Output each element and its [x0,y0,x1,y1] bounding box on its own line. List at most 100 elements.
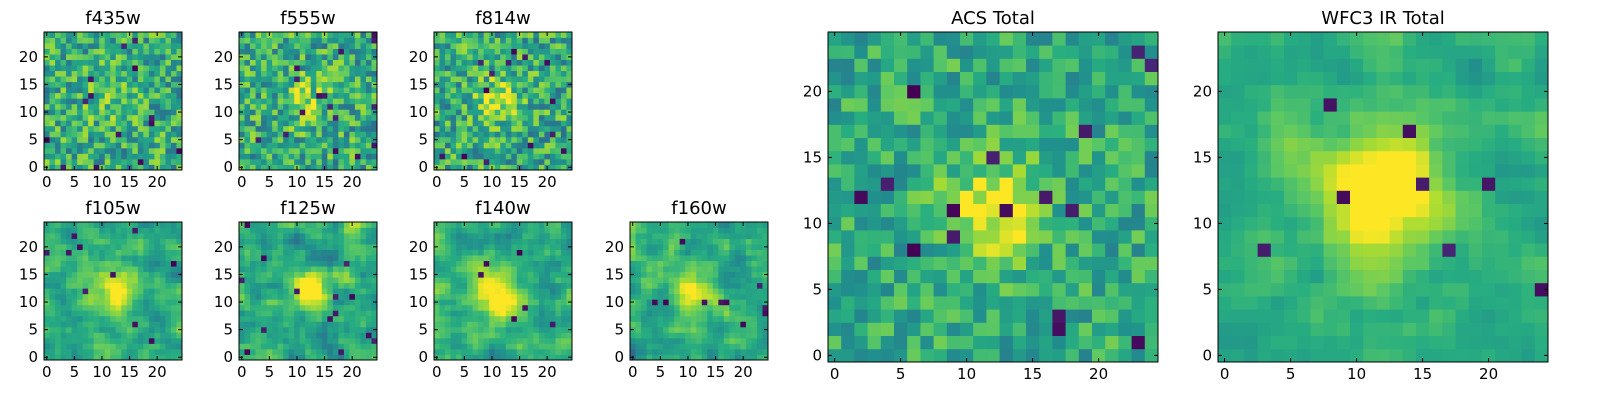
heatmap-cell [82,158,89,165]
heatmap-cell [999,177,1014,191]
heatmap-cell [132,249,139,256]
heatmap-cell [500,54,507,60]
heatmap-cell [332,76,339,83]
heatmap-cell [472,136,479,143]
heatmap-cell [707,266,714,273]
heatmap-cell [450,348,457,355]
heatmap-cell [321,321,328,328]
heatmap-cell [566,304,573,311]
heatmap-cell [165,103,172,110]
heatmap-cell [71,343,78,350]
heatmap-cell [137,337,144,344]
heatmap-cell [1092,322,1106,336]
heatmap-cell [920,216,934,231]
heatmap-cell [630,321,636,328]
heatmap-cell [154,109,161,116]
heatmap-cell [250,315,256,322]
heatmap-cell [126,136,133,143]
heatmap-cell [467,98,474,105]
heatmap-cell [137,37,144,44]
heatmap-cell [77,222,84,228]
heatmap-cell [439,266,446,273]
heatmap-cell [154,98,161,105]
heatmap-cell [472,48,479,55]
heatmap-cell [450,332,457,339]
heatmap-cell [544,59,551,66]
heatmap-cell [478,125,485,132]
heatmap-cell [500,98,507,105]
heatmap-cell [148,70,155,77]
heatmap-cell [338,136,345,143]
heatmap-cell [478,337,485,344]
heatmap-cell [77,343,84,350]
heatmap-cell [310,32,317,38]
heatmap-cell [71,337,78,344]
heatmap-cell [343,315,350,322]
heatmap-cell [511,337,518,344]
x-tick-label: 15 [510,173,529,191]
heatmap-cell [505,76,512,83]
heatmap-cell [321,233,328,239]
heatmap-cell [467,299,474,306]
heatmap-cell [327,65,334,72]
heatmap-cell [244,136,251,143]
heatmap-cell [250,164,256,171]
heatmap-cell [690,293,697,300]
heatmap-cell [349,114,356,121]
heatmap-cell [630,337,636,344]
heatmap-cell [505,81,512,88]
heatmap-cell [126,326,133,333]
heatmap-cell [533,54,540,60]
heatmap-cell [718,315,725,322]
heatmap-cell [143,59,150,66]
heatmap-cell [244,293,251,300]
heatmap-cell [986,203,1000,218]
heatmap-cell [148,238,155,245]
heatmap-cell [434,87,440,94]
heatmap-cell [316,43,323,49]
heatmap-cell [165,136,172,143]
heatmap-cell [635,255,642,262]
heatmap-cell [734,321,741,328]
heatmap-cell [483,125,490,132]
heatmap-cell [277,48,284,55]
heatmap-cell [277,310,284,317]
heatmap-cell [115,244,122,250]
heatmap-cell [538,282,545,289]
heatmap-cell [343,310,350,317]
heatmap-cell [272,37,279,44]
heatmap-cell [472,114,479,121]
heatmap-cell [1039,322,1053,336]
heatmap-cell [299,136,306,143]
heatmap-cell [126,282,133,289]
heatmap-cell [165,326,172,333]
heatmap-cell [310,120,317,127]
heatmap-cell [439,114,446,121]
heatmap-cell [99,277,106,284]
heatmap-cell [478,131,485,138]
heatmap-cell [121,304,128,311]
heatmap-cell [354,266,361,273]
heatmap-cell [494,348,501,355]
heatmap-cell [500,255,507,262]
heatmap-cell [701,288,708,295]
heatmap-cell [148,114,155,121]
heatmap-cell [266,153,273,160]
heatmap-cell [316,271,323,278]
heatmap-cell [115,76,122,83]
heatmap-cell [960,164,974,178]
heatmap-cell [1052,203,1066,218]
heatmap-cell [143,233,150,239]
heatmap-cell [973,335,987,350]
heatmap-cell [349,282,356,289]
heatmap-cell [288,233,295,239]
heatmap-cell [148,147,155,154]
heatmap-cell [250,238,256,245]
heatmap-cell [71,326,78,333]
heatmap-cell [310,337,317,344]
heatmap-cell [555,348,562,355]
heatmap-cell [283,32,290,38]
heatmap-cell [841,269,855,284]
heatmap-cell [505,288,512,295]
